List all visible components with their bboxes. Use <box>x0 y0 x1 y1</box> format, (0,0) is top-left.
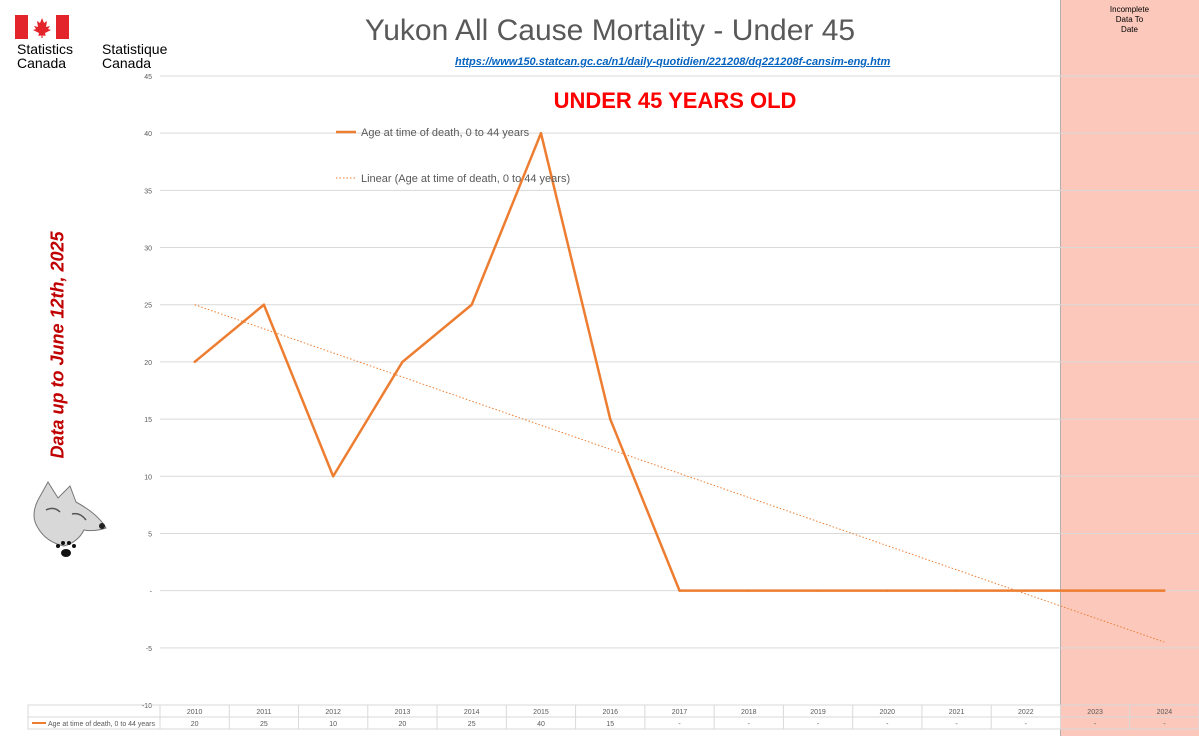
data-table-cell: - <box>1025 721 1028 728</box>
x-tick-label: 2017 <box>672 709 688 716</box>
statcan-fr-wordmark: Statistique Canada <box>102 41 168 71</box>
y-tick-label: - <box>150 589 153 596</box>
x-tick-label: 2023 <box>1087 709 1103 716</box>
data-table-series-label: Age at time of death, 0 to 44 years <box>48 721 156 728</box>
x-tick-label: 2022 <box>1018 709 1034 716</box>
chart-title: Yukon All Cause Mortality - Under 45 <box>364 14 856 47</box>
data-table-cell: - <box>955 721 958 728</box>
data-table-cell: 20 <box>191 721 199 728</box>
chart-subtitle: UNDER 45 YEARS OLD <box>553 88 797 113</box>
y-tick-label: 10 <box>144 474 152 481</box>
data-table-cell: 10 <box>329 721 337 728</box>
data-table-cell: - <box>748 721 751 728</box>
data-point <box>1024 589 1028 592</box>
data-point <box>955 589 958 592</box>
x-tick-label: 2015 <box>533 709 549 716</box>
x-tick-label: 2019 <box>810 709 826 716</box>
data-point <box>816 589 820 592</box>
data-point <box>1163 589 1166 592</box>
data-point <box>401 360 404 364</box>
data-point <box>1093 589 1097 592</box>
data-point <box>262 303 266 306</box>
data-point <box>331 475 335 478</box>
y-tick-label: 30 <box>144 246 152 253</box>
legend-series-label: Age at time of death, 0 to 44 years <box>361 127 530 139</box>
legend-trend-label: Linear (Age at time of death, 0 to 44 ye… <box>361 173 570 185</box>
x-tick-label: 2012 <box>325 709 341 716</box>
canada-flag-icon <box>15 15 69 39</box>
data-table-cell: - <box>1163 721 1166 728</box>
y-tick-label: 40 <box>144 131 152 138</box>
data-table-cell: 25 <box>468 721 476 728</box>
y-tick-label: 25 <box>144 303 152 310</box>
x-tick-label: 2014 <box>464 709 480 716</box>
data-table-cell: 40 <box>537 721 545 728</box>
x-tick-label: 2011 <box>256 709 271 716</box>
data-table-cell: - <box>1094 721 1097 728</box>
y-tick-label: -5 <box>146 646 152 653</box>
x-tick-label: 2020 <box>880 709 896 716</box>
x-tick-label: 2021 <box>949 709 965 716</box>
y-tick-label: 15 <box>144 417 152 424</box>
data-point <box>609 417 612 421</box>
y-tick-label: -10 <box>142 703 152 710</box>
y-tick-label: 35 <box>144 188 152 195</box>
data-point <box>470 303 473 306</box>
data-table-cell: - <box>678 721 681 728</box>
data-table-cell: - <box>817 721 820 728</box>
data-table-cell: 20 <box>399 721 407 728</box>
x-tick-label: 2013 <box>395 709 411 716</box>
data-point <box>678 589 681 592</box>
y-tick-label: 5 <box>148 531 152 538</box>
x-tick-label: 2024 <box>1157 709 1173 716</box>
data-table-cell: 25 <box>260 721 268 728</box>
data-point <box>193 360 196 364</box>
y-tick-label: 20 <box>144 360 152 367</box>
incomplete-data-region <box>1060 0 1199 736</box>
wolf-logo-icon <box>33 481 107 557</box>
x-tick-label: 2010 <box>187 709 203 716</box>
data-point <box>886 589 889 592</box>
data-table-cell: - <box>886 721 889 728</box>
data-point <box>539 131 543 135</box>
incomplete-data-note: Incomplete Data To Date <box>1109 5 1150 34</box>
x-tick-label: 2018 <box>741 709 757 716</box>
source-link[interactable]: https://www150.statcan.gc.ca/n1/daily-qu… <box>455 56 891 68</box>
y-tick-label: 45 <box>144 74 152 81</box>
x-tick-label: 2016 <box>602 709 618 716</box>
statcan-en-wordmark: Statistics Canada <box>17 41 74 71</box>
data-point <box>747 589 750 592</box>
data-table-cell: 15 <box>606 721 614 728</box>
